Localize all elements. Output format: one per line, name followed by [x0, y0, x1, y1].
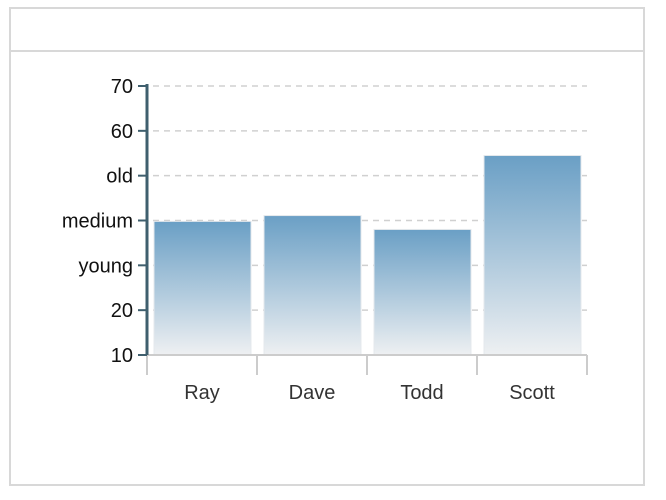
x-tick-label: Ray: [184, 382, 220, 404]
bars: [153, 154, 582, 356]
y-tick-label: 20: [111, 300, 133, 322]
bar-ray: [153, 220, 252, 356]
y-tick-label: 60: [111, 121, 133, 143]
y-tick-label: young: [79, 255, 134, 277]
y-axis: 10 20 young medium old 60 70: [62, 76, 149, 367]
x-tick-label: Dave: [289, 382, 336, 404]
y-tick-label: medium: [62, 211, 133, 233]
panel-header: [11, 9, 643, 52]
y-tick-label: old: [106, 166, 133, 188]
x-tick-label: Todd: [400, 382, 443, 404]
bar-scott: [483, 154, 582, 356]
x-tick-label: Scott: [509, 382, 555, 404]
x-axis: Ray Dave Todd Scott: [146, 354, 588, 404]
y-tick-label: 10: [111, 345, 133, 367]
bar-dave: [263, 215, 362, 356]
y-tick-label: 70: [111, 76, 133, 98]
bar-todd: [373, 228, 472, 356]
